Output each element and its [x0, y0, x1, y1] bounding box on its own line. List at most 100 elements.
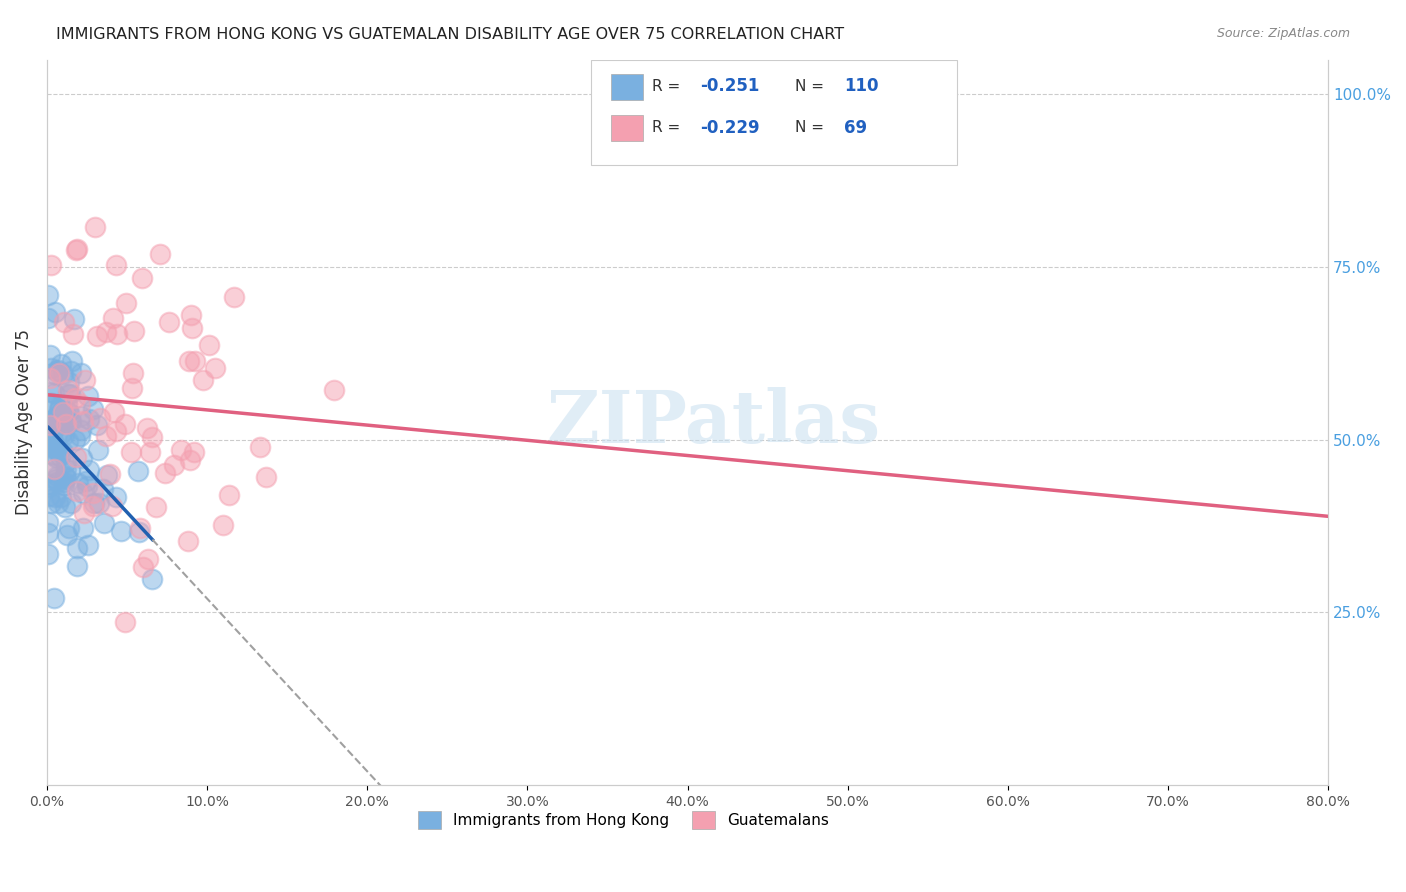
- Immigrants from Hong Kong: [58, 405, 80, 419]
- Immigrants from Hong Kong: [70, 409, 93, 423]
- Immigrants from Hong Kong: [58, 375, 80, 389]
- Guatemalans: [141, 430, 163, 444]
- Immigrants from Hong Kong: [39, 396, 62, 410]
- Immigrants from Hong Kong: [45, 368, 67, 382]
- Guatemalans: [184, 354, 207, 368]
- Guatemalans: [82, 499, 104, 513]
- Immigrants from Hong Kong: [44, 385, 66, 400]
- Guatemalans: [86, 329, 108, 343]
- Guatemalans: [131, 270, 153, 285]
- Guatemalans: [249, 440, 271, 454]
- Immigrants from Hong Kong: [53, 500, 76, 515]
- Immigrants from Hong Kong: [87, 496, 110, 510]
- Immigrants from Hong Kong: [87, 443, 110, 458]
- Immigrants from Hong Kong: [45, 410, 67, 425]
- Guatemalans: [193, 373, 215, 387]
- Immigrants from Hong Kong: [46, 409, 69, 424]
- Immigrants from Hong Kong: [42, 435, 65, 450]
- Guatemalans: [124, 324, 146, 338]
- Guatemalans: [149, 246, 172, 260]
- Guatemalans: [114, 417, 136, 432]
- Guatemalans: [139, 444, 162, 458]
- Immigrants from Hong Kong: [56, 387, 79, 401]
- Guatemalans: [157, 315, 180, 329]
- Immigrants from Hong Kong: [49, 491, 72, 505]
- Immigrants from Hong Kong: [77, 538, 100, 552]
- Immigrants from Hong Kong: [82, 402, 104, 417]
- Guatemalans: [224, 290, 246, 304]
- Immigrants from Hong Kong: [55, 471, 77, 485]
- Immigrants from Hong Kong: [96, 468, 118, 483]
- Guatemalans: [204, 360, 226, 375]
- Guatemalans: [135, 420, 157, 434]
- Guatemalans: [72, 414, 94, 428]
- Immigrants from Hong Kong: [46, 469, 69, 483]
- Immigrants from Hong Kong: [37, 480, 59, 494]
- Immigrants from Hong Kong: [39, 496, 62, 510]
- Guatemalans: [155, 466, 177, 480]
- Guatemalans: [169, 443, 191, 458]
- Immigrants from Hong Kong: [55, 462, 77, 476]
- Immigrants from Hong Kong: [77, 389, 100, 403]
- FancyBboxPatch shape: [610, 74, 643, 100]
- FancyBboxPatch shape: [610, 115, 643, 141]
- Text: R =: R =: [651, 79, 685, 94]
- Immigrants from Hong Kong: [59, 463, 82, 477]
- Immigrants from Hong Kong: [70, 423, 93, 437]
- Immigrants from Hong Kong: [58, 413, 80, 427]
- Immigrants from Hong Kong: [63, 433, 86, 447]
- Immigrants from Hong Kong: [41, 427, 63, 442]
- Immigrants from Hong Kong: [38, 489, 60, 503]
- Immigrants from Hong Kong: [141, 572, 163, 586]
- Immigrants from Hong Kong: [39, 360, 62, 375]
- Immigrants from Hong Kong: [53, 475, 76, 489]
- Immigrants from Hong Kong: [37, 515, 59, 529]
- Guatemalans: [73, 506, 96, 520]
- Immigrants from Hong Kong: [69, 366, 91, 380]
- Immigrants from Hong Kong: [66, 541, 89, 555]
- Immigrants from Hong Kong: [55, 455, 77, 469]
- Immigrants from Hong Kong: [49, 414, 72, 428]
- Immigrants from Hong Kong: [44, 439, 66, 453]
- Immigrants from Hong Kong: [75, 474, 97, 488]
- Text: N =: N =: [796, 79, 830, 94]
- Guatemalans: [105, 326, 128, 341]
- Guatemalans: [120, 445, 142, 459]
- Guatemalans: [254, 470, 277, 484]
- Immigrants from Hong Kong: [56, 528, 79, 542]
- Immigrants from Hong Kong: [45, 472, 67, 486]
- Guatemalans: [105, 258, 128, 272]
- Immigrants from Hong Kong: [63, 311, 86, 326]
- Immigrants from Hong Kong: [127, 464, 149, 478]
- Guatemalans: [66, 242, 89, 256]
- Immigrants from Hong Kong: [42, 591, 65, 605]
- Immigrants from Hong Kong: [58, 406, 80, 420]
- Guatemalans: [121, 381, 143, 395]
- Text: R =: R =: [651, 120, 685, 136]
- Immigrants from Hong Kong: [44, 305, 66, 319]
- Guatemalans: [56, 383, 79, 397]
- Immigrants from Hong Kong: [52, 367, 75, 381]
- Immigrants from Hong Kong: [49, 400, 72, 414]
- Immigrants from Hong Kong: [46, 362, 69, 376]
- Immigrants from Hong Kong: [45, 364, 67, 378]
- Guatemalans: [101, 500, 124, 514]
- Immigrants from Hong Kong: [91, 483, 114, 497]
- Guatemalans: [145, 500, 167, 515]
- Guatemalans: [114, 615, 136, 630]
- Guatemalans: [39, 417, 62, 432]
- Immigrants from Hong Kong: [48, 403, 70, 417]
- FancyBboxPatch shape: [592, 60, 956, 165]
- Guatemalans: [75, 373, 97, 387]
- Guatemalans: [115, 296, 138, 310]
- Guatemalans: [122, 366, 145, 380]
- Guatemalans: [177, 534, 200, 549]
- Immigrants from Hong Kong: [128, 525, 150, 540]
- Immigrants from Hong Kong: [45, 451, 67, 466]
- Immigrants from Hong Kong: [105, 491, 128, 505]
- Immigrants from Hong Kong: [59, 387, 82, 401]
- Immigrants from Hong Kong: [72, 485, 94, 500]
- Guatemalans: [129, 521, 152, 535]
- Guatemalans: [96, 428, 118, 442]
- Guatemalans: [89, 410, 111, 425]
